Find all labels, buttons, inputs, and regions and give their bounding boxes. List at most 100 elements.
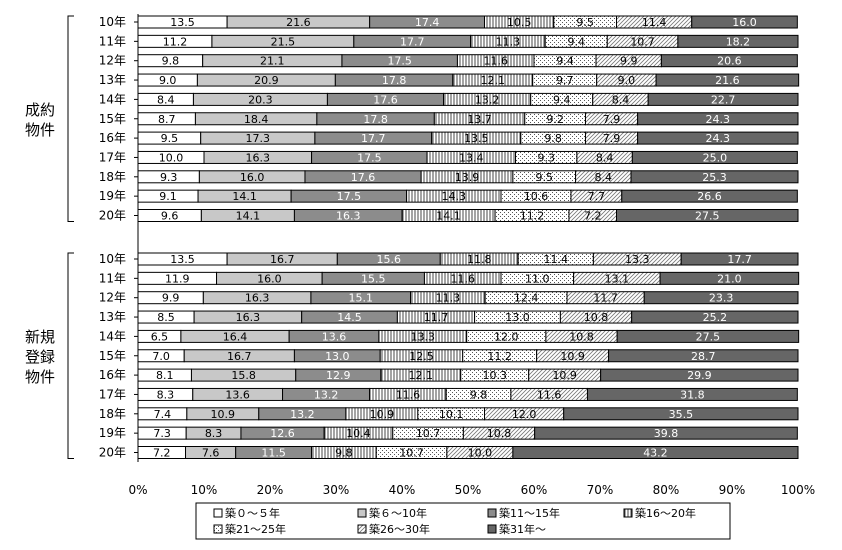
data-label: 13.6	[225, 388, 250, 401]
data-label: 9.9	[620, 55, 638, 68]
data-label: 18.2	[726, 35, 751, 48]
legend-swatch	[357, 524, 367, 534]
data-label: 17.5	[387, 55, 412, 68]
data-label: 7.3	[153, 427, 171, 440]
year-label: 16年	[99, 368, 126, 382]
data-label: 13.4	[459, 151, 484, 164]
data-label: 12.9	[326, 369, 351, 382]
data-label: 7.2	[153, 447, 171, 460]
data-label: 13.0	[325, 350, 350, 363]
data-label: 17.5	[357, 151, 382, 164]
legend-label: 築11～15年	[499, 506, 560, 520]
legend-swatch	[487, 524, 497, 534]
x-tick-label: 60%	[521, 483, 548, 497]
data-label: 11.6	[396, 388, 421, 401]
data-label: 12.1	[481, 74, 506, 87]
data-label: 16.7	[227, 350, 252, 363]
data-label: 24.3	[706, 132, 731, 145]
data-label: 26.6	[697, 190, 722, 203]
data-label: 20.9	[254, 74, 279, 87]
year-label: 11年	[99, 34, 126, 48]
bar-segment	[600, 368, 799, 382]
data-label: 11.6	[537, 388, 562, 401]
year-label: 11年	[99, 271, 126, 285]
data-label: 16.7	[270, 253, 295, 266]
data-label: 14.1	[232, 190, 257, 203]
x-tick-label: 100%	[781, 483, 815, 497]
data-label: 8.4	[157, 93, 175, 106]
data-label: 10.7	[630, 35, 655, 48]
data-label: 7.7	[588, 190, 606, 203]
data-label: 7.2	[584, 210, 602, 223]
data-label: 8.7	[158, 113, 176, 126]
data-label: 20.6	[717, 55, 742, 68]
data-label: 17.4	[415, 16, 440, 29]
data-label: 27.5	[696, 330, 721, 343]
data-label: 15.1	[349, 292, 374, 305]
data-label: 7.9	[603, 113, 621, 126]
year-label: 14年	[99, 92, 126, 106]
data-label: 39.8	[654, 427, 679, 440]
bar-segment	[677, 34, 799, 48]
data-label: 31.8	[680, 388, 705, 401]
legend-swatch	[487, 508, 497, 518]
data-label: 11.3	[436, 292, 461, 305]
data-label: 17.8	[363, 113, 388, 126]
data-label: 16.4	[223, 330, 248, 343]
data-label: 13.2	[475, 93, 500, 106]
data-label: 9.0	[159, 74, 177, 87]
legend-box	[195, 502, 731, 540]
data-label: 10.9	[370, 408, 395, 421]
data-label: 14.1	[236, 210, 261, 223]
year-label: 17年	[99, 150, 126, 164]
data-label: 15.6	[377, 253, 402, 266]
data-label: 10.9	[560, 350, 585, 363]
bar-segment	[647, 92, 799, 106]
data-label: 28.7	[691, 350, 716, 363]
data-label: 16.3	[236, 311, 261, 324]
year-label: 18年	[99, 407, 126, 421]
group-label: 成約	[25, 101, 55, 119]
group-bracket	[67, 15, 74, 222]
legend-label: 築０～５年	[225, 506, 280, 520]
year-label: 20年	[99, 446, 126, 460]
data-label: 22.7	[711, 93, 736, 106]
year-label: 15年	[99, 349, 126, 363]
data-label: 16.3	[245, 292, 270, 305]
x-tick-label: 50%	[455, 483, 482, 497]
data-label: 11.9	[165, 272, 190, 285]
x-tick-label: 0%	[128, 483, 147, 497]
year-label: 10年	[99, 252, 126, 266]
year-label: 19年	[99, 426, 126, 440]
legend-label: 築21～25年	[225, 522, 286, 536]
data-label: 8.3	[205, 427, 223, 440]
data-label: 21.6	[286, 16, 311, 29]
bar-segment	[616, 209, 799, 222]
data-label: 12.0	[512, 408, 537, 421]
group-label: 新規	[25, 328, 55, 346]
year-label: 14年	[99, 329, 126, 343]
data-label: 11.7	[593, 292, 618, 305]
bar-segment	[621, 189, 798, 203]
x-tick-label: 80%	[653, 483, 680, 497]
bar-segment	[563, 407, 799, 421]
data-label: 9.6	[161, 210, 179, 223]
data-label: 9.8	[470, 388, 488, 401]
data-label: 12.1	[409, 369, 434, 382]
data-label: 10.6	[524, 190, 549, 203]
data-label: 21.1	[260, 55, 285, 68]
year-label: 12年	[99, 54, 126, 68]
data-label: 10.3	[482, 369, 507, 382]
data-label: 11.4	[642, 16, 667, 29]
year-label: 16年	[99, 131, 126, 145]
data-label: 11.6	[450, 272, 475, 285]
data-label: 10.1	[439, 408, 464, 421]
data-label: 29.9	[687, 369, 712, 382]
bar-segment	[631, 150, 798, 164]
year-label: 10年	[99, 15, 126, 29]
data-label: 13.5	[170, 16, 195, 29]
data-label: 21.5	[271, 35, 296, 48]
legend-label: 築16～20年	[635, 506, 696, 520]
